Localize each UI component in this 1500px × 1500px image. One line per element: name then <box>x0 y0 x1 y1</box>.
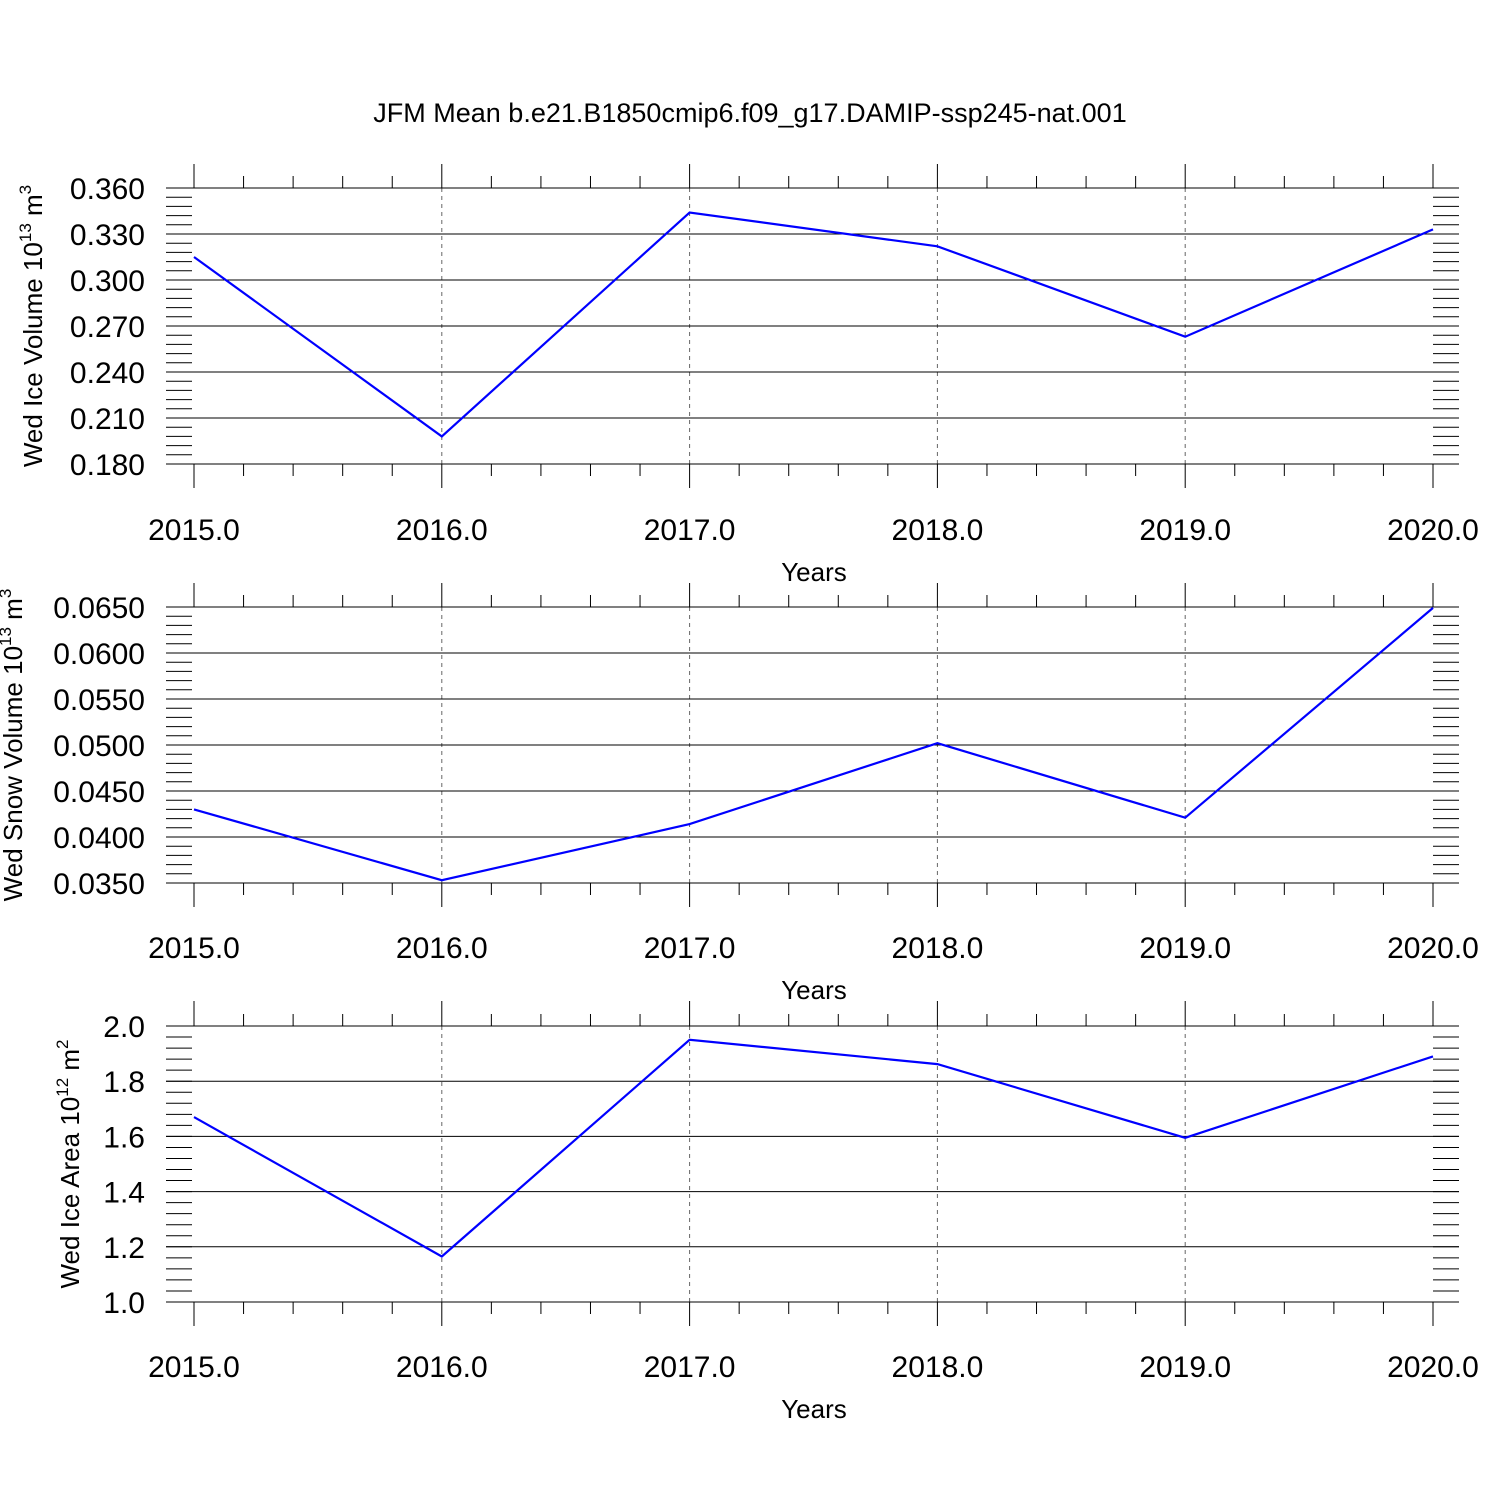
chart-panel-2: 0.0350 0.0400 0.0450 0.0500 0.0550 0.0600 0.06… <box>0 583 1479 1005</box>
y-tick-label: 1.0 <box>103 1287 145 1320</box>
y-tick-label: 0.180 <box>70 449 145 482</box>
y-axis-label-exponent: 13 <box>0 627 15 646</box>
y-tick-label: 0.330 <box>70 219 145 252</box>
y-tick-label: 0.360 <box>70 173 145 206</box>
x-tick-label: 2017.0 <box>644 932 736 965</box>
x-tick-label: 2016.0 <box>396 1351 488 1384</box>
y-tick-label: 0.270 <box>70 311 145 344</box>
y-axis-label-unit: m <box>18 194 48 223</box>
y-tick-label: 0.0600 <box>53 638 145 671</box>
y-axis-label-unit: m <box>55 1049 85 1078</box>
x-tick-label: 2019.0 <box>1139 1351 1231 1384</box>
chart-title: JFM Mean b.e21.B1850cmip6.f09_g17.DAMIP-… <box>373 98 1127 128</box>
y-axis-label-exponent: 12 <box>53 1078 72 1097</box>
y-tick-label: 1.2 <box>103 1232 145 1265</box>
chart-panel-1: 0.180 0.210 0.240 0.270 0.300 0.330 0.360 2015.… <box>16 164 1479 587</box>
data-series-line <box>193 211 1434 438</box>
y-tick-label: 0.0550 <box>53 684 145 717</box>
x-axis-label: Years <box>781 1394 847 1424</box>
x-tick-label: 2020.0 <box>1387 1351 1479 1384</box>
y-axis-label-text: Wed Snow Volume 10 <box>0 646 28 901</box>
data-series-line <box>193 607 1434 882</box>
y-tick-label: 0.240 <box>70 357 145 390</box>
y-axis-label-unit: m <box>0 598 28 627</box>
data-series-line <box>193 1038 1434 1258</box>
x-tick-label: 2020.0 <box>1387 514 1479 547</box>
x-tick-label: 2015.0 <box>148 514 240 547</box>
y-tick-label: 1.6 <box>103 1121 145 1154</box>
x-tick-label: 2019.0 <box>1139 932 1231 965</box>
x-tick-label: 2016.0 <box>396 514 488 547</box>
x-tick-label: 2018.0 <box>892 1351 984 1384</box>
y-axis-label-unit-exponent: 3 <box>16 185 35 194</box>
x-tick-label: 2017.0 <box>644 514 736 547</box>
y-tick-label: 0.0500 <box>53 730 145 763</box>
y-axis-label-text: Wed Ice Area 10 <box>55 1097 85 1289</box>
y-axis-label-exponent: 13 <box>16 223 35 242</box>
y-tick-label: 0.300 <box>70 265 145 298</box>
x-tick-label: 2018.0 <box>892 514 984 547</box>
y-axis-label: Wed Snow Volume 1013 m3 <box>0 589 28 902</box>
y-tick-label: 0.0400 <box>53 822 145 855</box>
y-tick-label: 0.0350 <box>53 868 145 901</box>
y-tick-label: 0.0450 <box>53 776 145 809</box>
y-axis-label: Wed Ice Volume 1013 m3 <box>16 185 48 467</box>
y-tick-label: 1.8 <box>103 1066 145 1099</box>
chart-panel-3: 1.0 1.2 1.4 1.6 1.8 2.0 2015.0 2016.0 2017.0 2018… <box>53 1001 1479 1424</box>
x-axis-label: Years <box>781 557 847 587</box>
y-tick-label: 0.0650 <box>53 592 145 625</box>
y-axis-label: Wed Ice Area 1012 m2 <box>53 1039 85 1288</box>
y-axis-label-unit-exponent: 2 <box>53 1039 72 1048</box>
y-axis-label-unit-exponent: 3 <box>0 589 15 598</box>
y-tick-label: 1.4 <box>103 1177 145 1210</box>
x-tick-label: 2016.0 <box>396 932 488 965</box>
y-tick-label: 2.0 <box>103 1011 145 1044</box>
x-tick-label: 2015.0 <box>148 1351 240 1384</box>
y-axis-label-text: Wed Ice Volume 10 <box>18 242 48 467</box>
x-tick-label: 2018.0 <box>892 932 984 965</box>
x-tick-label: 2020.0 <box>1387 932 1479 965</box>
x-tick-label: 2019.0 <box>1139 514 1231 547</box>
y-tick-label: 0.210 <box>70 403 145 436</box>
x-axis-label: Years <box>781 975 847 1005</box>
x-tick-label: 2015.0 <box>148 932 240 965</box>
x-tick-label: 2017.0 <box>644 1351 736 1384</box>
